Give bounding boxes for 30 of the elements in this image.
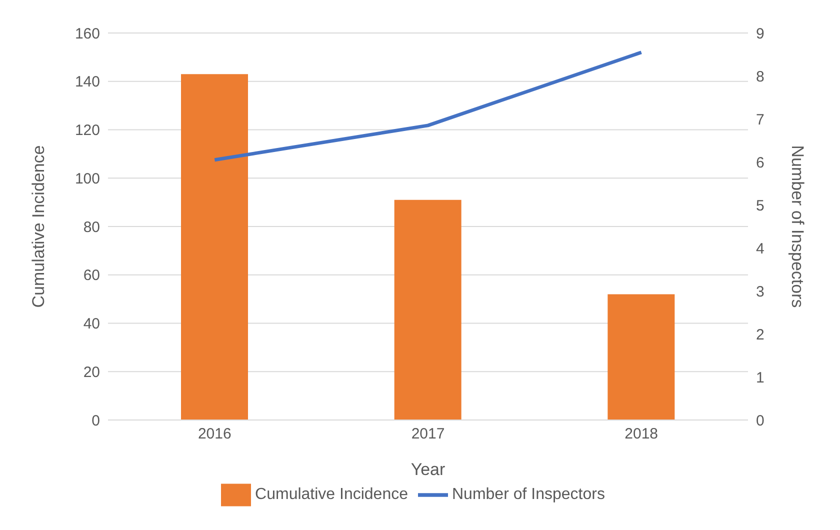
bar	[608, 294, 675, 420]
y-tick-label: 120	[74, 122, 100, 140]
y2-tick-label: 3	[756, 283, 764, 300]
y2-tick-label: 8	[756, 68, 764, 86]
y2-tick-label: 5	[756, 197, 764, 214]
y-tick-label: 20	[83, 364, 100, 381]
y2-tick-label: 0	[756, 412, 764, 430]
y-tick-label: 40	[83, 316, 100, 333]
x-tick-label: 2017	[411, 426, 445, 443]
bar	[181, 74, 248, 420]
y2-axis-title: Number of Inspectors	[788, 145, 807, 308]
bar	[394, 200, 462, 420]
y-tick-label: 80	[83, 218, 100, 236]
y-tick-label: 160	[74, 25, 100, 42]
y-axis-title: Cumulative Incidence	[29, 145, 48, 308]
legend-label: Number of Inspectors	[452, 486, 605, 504]
y2-tick-label: 6	[756, 154, 764, 172]
y2-tick-label: 2	[756, 326, 764, 344]
x-axis-title: Year	[410, 460, 446, 479]
y-tick-label: 60	[83, 267, 100, 284]
y-tick-label: 0	[92, 412, 100, 430]
x-tick-label: 2018	[624, 426, 658, 443]
y-tick-label: 100	[74, 170, 100, 188]
y2-tick-label: 9	[756, 25, 764, 42]
legend-label: Cumulative Incidence	[255, 486, 408, 504]
y2-tick-label: 7	[756, 111, 764, 128]
y2-tick-label: 1	[756, 369, 764, 386]
y-tick-label: 140	[74, 74, 100, 91]
y2-tick-label: 4	[756, 240, 764, 258]
x-tick-label: 2016	[198, 426, 232, 443]
